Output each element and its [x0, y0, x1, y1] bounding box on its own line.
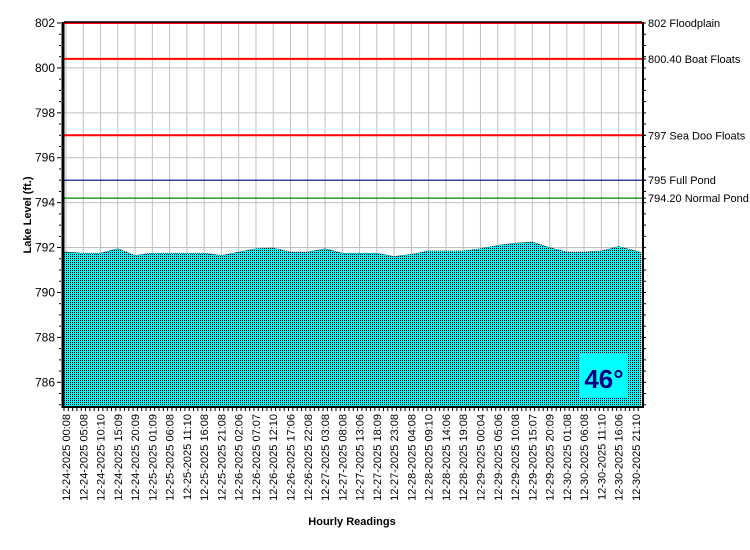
x-tick-label: 12-24-2025 05:08 [78, 414, 90, 501]
y-tick-label: 790 [35, 285, 55, 299]
x-tick-label: 12-25-2025 21:08 [216, 414, 228, 501]
water-level-series [63, 241, 642, 408]
y-tick-labels: 786 788 790 792 794 796 798 800 802 [35, 16, 55, 389]
x-tick-label: 12-26-2025 22:08 [303, 414, 315, 501]
x-tick-label: 12-25-2025 06:08 [165, 414, 177, 501]
reference-line-label: 797 Sea Doo Floats [648, 130, 746, 142]
x-tick-label: 12-28-2025 04:08 [406, 414, 418, 501]
y-tick-label: 794 [35, 196, 55, 210]
x-tick-label: 12-24-2025 20:09 [130, 414, 142, 501]
x-tick-label: 12-27-2025 13:06 [355, 414, 367, 501]
reference-line-label: 794.20 Normal Pond [648, 193, 749, 205]
temperature-value: 46° [584, 364, 623, 394]
x-tick-label: 12-30-2025 21:10 [631, 414, 643, 501]
y-tick-label: 786 [35, 375, 55, 389]
y-axis-label: Lake Level (ft.) [22, 176, 34, 253]
x-tick-label: 12-27-2025 18:09 [372, 414, 384, 501]
x-tick-label: 12-25-2025 11:10 [182, 414, 194, 500]
x-tick-label: 12-28-2025 19:08 [458, 414, 470, 501]
x-tick-label: 12-26-2025 02:06 [234, 414, 246, 501]
water-level-area [63, 241, 642, 408]
x-tick-label: 12-24-2025 10:10 [96, 414, 108, 501]
x-tick-label: 12-27-2025 03:08 [320, 414, 332, 501]
y-tick-label: 800 [35, 61, 55, 75]
temperature-box [580, 354, 628, 398]
x-tick-label: 12-30-2025 01:08 [562, 414, 574, 501]
reference-line-label: 795 Full Pond [648, 175, 716, 187]
x-tick-label: 12-29-2025 15:07 [527, 414, 539, 501]
y-tick-label: 802 [35, 16, 55, 30]
x-tick-label: 12-30-2025 11:10 [596, 414, 608, 500]
x-tick-label: 12-25-2025 16:08 [199, 414, 211, 501]
x-axis-label: Hourly Readings [308, 516, 395, 528]
y-tick-label: 796 [35, 151, 55, 165]
y-tick-label: 792 [35, 241, 55, 255]
x-tick-label: 12-25-2025 01:09 [147, 414, 159, 501]
reference-line-label: 800.40 Boat Floats [648, 54, 741, 66]
x-tick-label: 12-26-2025 07:07 [251, 414, 263, 501]
x-tick-label: 12-24-2025 00:08 [61, 414, 73, 501]
y-tick-label: 798 [35, 106, 55, 120]
axes [57, 21, 646, 411]
reference-line-label: 802 Floodplain [648, 18, 720, 30]
reference-lines: 802 Floodplain 800.40 Boat Floats 797 Sea … [64, 18, 749, 205]
x-tick-label: 12-28-2025 09:10 [424, 414, 436, 501]
x-tick-label: 12-26-2025 17:06 [286, 414, 298, 501]
x-tick-label: 12-29-2025 05:06 [493, 414, 505, 501]
x-tick-label: 12-29-2025 00:04 [475, 414, 487, 501]
x-tick-label: 12-27-2025 08:08 [337, 414, 349, 501]
x-tick-label: 12-28-2025 14:06 [441, 414, 453, 501]
x-tick-label: 12-26-2025 12:10 [268, 414, 280, 501]
y-tick-label: 788 [35, 330, 55, 344]
x-tick-label: 12-30-2025 06:08 [579, 414, 591, 501]
x-tick-label: 12-27-2025 23:08 [389, 414, 401, 501]
x-tick-label: 12-29-2025 10:08 [510, 414, 522, 501]
x-tick-label: 12-30-2025 16:06 [614, 414, 626, 501]
x-tick-label: 12-24-2025 15:09 [113, 414, 125, 501]
x-tick-label: 12-29-2025 20:09 [545, 414, 557, 501]
x-tick-labels: 12-24-2025 00:08 12-24-2025 05:08 12-24-20… [61, 414, 643, 501]
